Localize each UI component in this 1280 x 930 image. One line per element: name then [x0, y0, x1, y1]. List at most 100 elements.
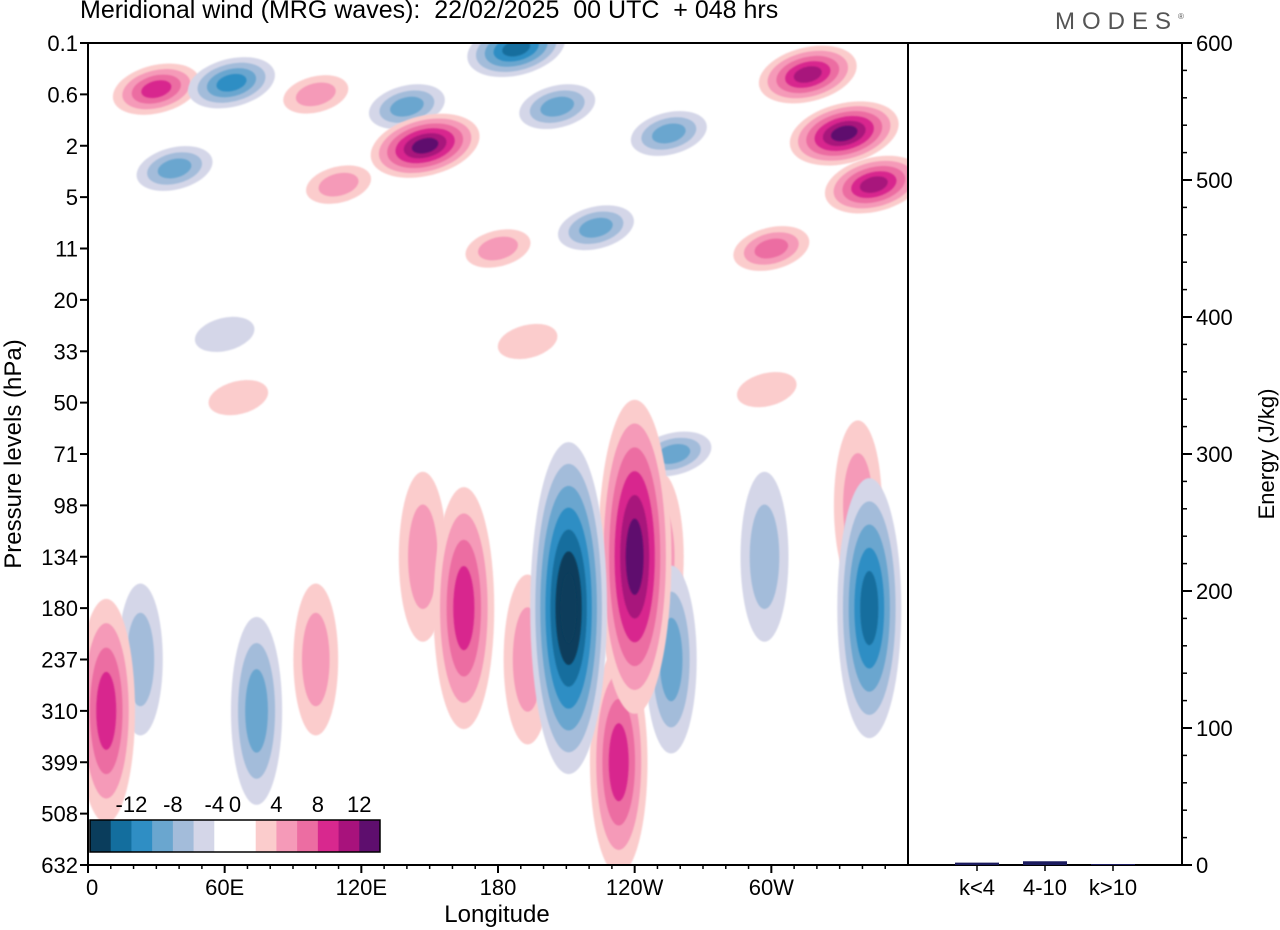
- colorbar-tick-label: -4: [205, 792, 225, 817]
- pressure-tick-label: 237: [41, 648, 78, 673]
- colorbar-swatch: [110, 820, 132, 852]
- wind-contour: [411, 137, 439, 154]
- energy-bars: [955, 861, 1135, 865]
- colorbar: -12 -8 -4 0 4 8 12: [89, 792, 381, 853]
- wind-contour: [478, 236, 518, 261]
- colorbar-swatch: [317, 820, 340, 852]
- colorbar-swatch: [359, 820, 381, 852]
- colorbar-swatch: [214, 820, 236, 852]
- wind-contour: [754, 238, 789, 259]
- wind-contour: [157, 158, 192, 179]
- wind-contour: [656, 444, 691, 464]
- pressure-tick-label: 134: [41, 545, 78, 570]
- energy-tick-label: 500: [1196, 168, 1233, 193]
- wind-contour: [141, 80, 172, 99]
- wind-contour: [860, 571, 879, 646]
- pressure-tick-label: 0.6: [47, 82, 78, 107]
- colorbar-frame: [89, 819, 381, 853]
- energy-tick-label: 300: [1196, 442, 1233, 467]
- wind-contour: [497, 323, 558, 360]
- colorbar-tick-label: 4: [270, 792, 282, 817]
- wind-contour: [859, 176, 888, 193]
- pressure-tick-label: 20: [54, 288, 78, 313]
- pressure-axis: 0.1 0.6 2 5 11 20 33 50 71 98 134 180 237 310 399 508 63…: [41, 31, 88, 878]
- wind-contour: [216, 73, 247, 92]
- pressure-tick-label: 508: [41, 802, 78, 827]
- pressure-tick-label: 310: [41, 699, 78, 724]
- energy-tick-label: 0: [1196, 853, 1208, 878]
- energy-category-label: k<4: [959, 875, 995, 900]
- pressure-tick-label: 71: [54, 442, 78, 467]
- colorbar-swatch: [297, 820, 319, 852]
- colorbar-tick-label: -12: [116, 792, 148, 817]
- wind-contour: [579, 217, 613, 238]
- wind-contour: [208, 379, 269, 416]
- pressure-tick-label: 399: [41, 750, 78, 775]
- wind-contour: [560, 573, 577, 644]
- longitude-tick-label: 120E: [336, 875, 387, 900]
- energy-bar: [1023, 861, 1067, 865]
- energy-category-label: 4-10: [1023, 875, 1067, 900]
- wind-contour: [453, 566, 475, 651]
- colorbar-swatch: [235, 820, 257, 852]
- longitude-tick-label: 180: [480, 875, 517, 900]
- chart-title: Meridional wind (MRG waves): 22/02/2025 …: [80, 0, 779, 24]
- energy-category-labels: k<4 4-10 k>10: [959, 865, 1137, 900]
- pressure-tick-label: 2: [66, 134, 78, 159]
- pressure-tick-label: 5: [66, 185, 78, 210]
- longitude-axis: 0 60E 120E 180 120W 60W: [86, 865, 886, 900]
- energy-panel-frame: [907, 42, 1183, 866]
- wind-contour: [793, 66, 822, 83]
- colorbar-tick-label: -8: [163, 792, 183, 817]
- wind-contour: [245, 669, 268, 753]
- longitude-tick-label: 0: [86, 875, 98, 900]
- colorbar-swatch: [152, 820, 174, 852]
- energy-category-label: k>10: [1089, 875, 1137, 900]
- colorbar-swatch: [131, 820, 153, 852]
- colorbar-swatch: [255, 820, 277, 852]
- energy-tick-label: 600: [1196, 31, 1233, 56]
- colorbar-tick-label: 8: [312, 792, 324, 817]
- wind-contour: [749, 504, 780, 610]
- wind-contour: [502, 43, 531, 57]
- pressure-tick-label: 11: [55, 237, 78, 262]
- pressure-tick-label: 180: [41, 596, 78, 621]
- pressure-tick-label: 50: [54, 391, 78, 416]
- colorbar-tick-label: 12: [347, 792, 371, 817]
- wind-contour: [625, 518, 644, 595]
- wind-contour: [408, 504, 438, 610]
- longitude-tick-label: 60W: [749, 875, 794, 900]
- energy-axis: 0 100 200 300 400 500 600: [1182, 31, 1233, 878]
- energy-bar: [1091, 864, 1135, 865]
- wind-contour: [194, 316, 255, 353]
- wind-contour: [301, 612, 330, 707]
- wind-contour: [318, 172, 359, 197]
- pressure-tick-label: 33: [54, 339, 78, 364]
- wind-contour: [737, 371, 797, 408]
- longitude-tick-label: 120W: [606, 875, 664, 900]
- energy-axis-title: Energy (J/kg): [1254, 389, 1279, 520]
- wind-contour: [608, 723, 629, 802]
- pressure-tick-label: 98: [54, 493, 78, 518]
- colorbar-swatch: [172, 820, 195, 852]
- wind-contour: [295, 82, 336, 107]
- wind-contour: [651, 123, 686, 144]
- wind-contour: [540, 96, 575, 117]
- wind-contour: [831, 125, 858, 142]
- longitude-tick-label: 60E: [205, 875, 244, 900]
- colorbar-swatch: [193, 820, 215, 852]
- energy-tick-label: 400: [1196, 305, 1233, 330]
- colorbar-swatch: [338, 820, 360, 852]
- energy-tick-label: 200: [1196, 579, 1233, 604]
- wind-contour-field: [88, 43, 908, 865]
- modes-logo: MODES®: [1055, 8, 1184, 35]
- colorbar-swatch: [276, 820, 298, 852]
- y-axis-title: Pressure levels (hPa): [0, 339, 27, 568]
- colorbar-swatch: [90, 820, 112, 852]
- x-axis-title: Longitude: [444, 901, 549, 928]
- pressure-tick-label: 632: [41, 853, 78, 878]
- wind-contour: [390, 96, 424, 117]
- energy-bar: [955, 862, 999, 865]
- energy-tick-label: 100: [1196, 716, 1233, 741]
